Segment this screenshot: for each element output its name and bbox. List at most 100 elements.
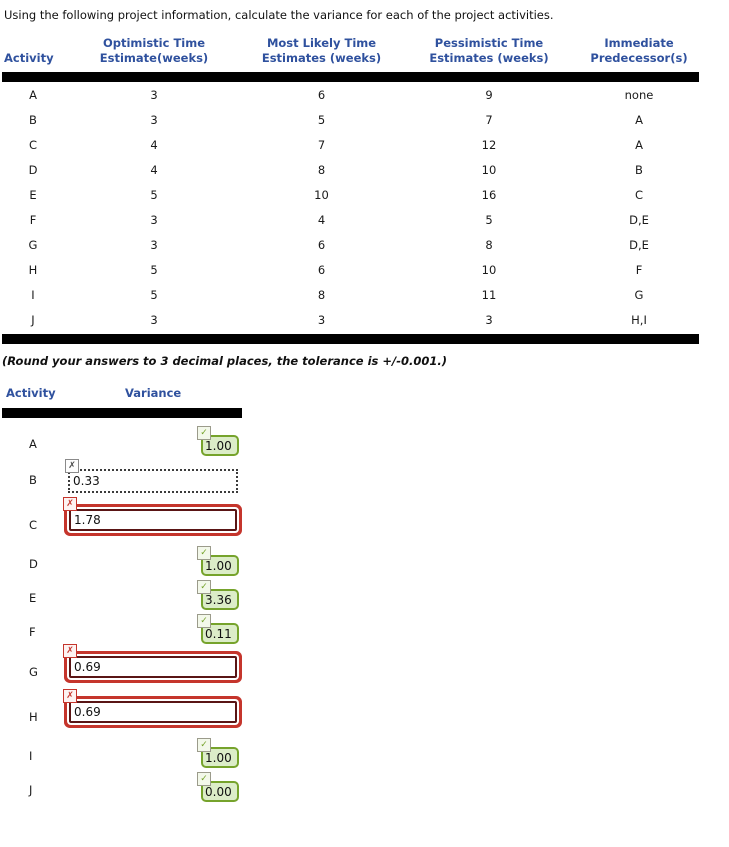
rounding-instruction: (Round your answers to 3 decimal places,… (2, 354, 447, 368)
correct-check-icon: ✓ (197, 772, 211, 786)
answer-header-activity: Activity (6, 386, 56, 400)
cell-predecessor: D,E (629, 212, 649, 227)
variance-input-d[interactable] (201, 555, 239, 576)
activity-label: J (29, 783, 33, 797)
table-row-activity-e: E 5 10 16 C (2, 182, 699, 207)
variance-field-g: ✗ (63, 644, 237, 678)
correct-check-icon: ✓ (197, 580, 211, 594)
variance-field-j: ✓ (197, 772, 239, 802)
cell-most-likely: 10 (314, 187, 329, 202)
cell-optimistic: 4 (150, 137, 158, 152)
activity-label: D (29, 557, 38, 571)
cell-activity: F (29, 212, 37, 227)
variance-input-i[interactable] (201, 747, 239, 768)
info-table-header-row: Activity Optimistic Time Estimate(weeks)… (2, 36, 699, 82)
table-row-activity-g: G 3 6 8 D,E (2, 232, 699, 257)
header-most-likely-time: Most Likely Time Estimates (weeks) (244, 36, 399, 82)
variance-input-j[interactable] (201, 781, 239, 802)
answer-rows: A✓B✗C✗D✓E✓F✓G✗H✗I✓J✓ (2, 423, 729, 803)
cell-predecessor: none (624, 87, 654, 102)
cell-activity: H (28, 262, 38, 277)
cell-optimistic: 3 (150, 212, 158, 227)
header-activity: Activity (2, 36, 64, 82)
variance-input-c[interactable] (69, 509, 237, 531)
cell-optimistic: 5 (150, 187, 158, 202)
variance-input-b[interactable] (68, 469, 238, 493)
table-row-activity-j: J 3 3 3 H,I (2, 307, 699, 332)
variance-input-a[interactable] (201, 435, 239, 456)
answer-row-f: F ✓ (2, 611, 729, 645)
incorrect-x-icon: ✗ (65, 459, 79, 473)
activity-label: F (29, 625, 36, 639)
variance-input-g[interactable] (69, 656, 237, 678)
variance-input-h[interactable] (69, 701, 237, 723)
activity-label: H (29, 710, 38, 724)
answer-row-j: J ✓ (2, 769, 729, 803)
table-row-activity-a: A 3 6 9 none (2, 77, 699, 107)
table-row-activity-b: B 3 5 7 A (2, 107, 699, 132)
variance-field-b: ✗ (65, 459, 238, 493)
variance-field-h: ✗ (63, 689, 237, 723)
activity-label: G (29, 665, 38, 679)
variance-field-d: ✓ (197, 546, 239, 576)
cell-most-likely: 8 (317, 162, 326, 177)
variance-field-c: ✗ (63, 497, 237, 531)
correct-check-icon: ✓ (197, 614, 211, 628)
activity-label: A (29, 437, 37, 451)
answer-row-d: D ✓ (2, 543, 729, 577)
cell-predecessor: A (635, 112, 643, 127)
activity-label: E (29, 591, 37, 605)
cell-activity: I (31, 287, 35, 302)
cell-pessimistic: 3 (485, 312, 493, 327)
incorrect-x-icon: ✗ (63, 497, 77, 511)
cell-optimistic: 3 (150, 312, 158, 327)
answer-row-i: I ✓ (2, 735, 729, 769)
cell-activity: E (29, 187, 37, 202)
answer-row-b: B ✗ (2, 457, 729, 498)
header-optimistic-time: Optimistic Time Estimate(weeks) (64, 36, 244, 82)
table-row-activity-h: H 5 6 10 F (2, 257, 699, 282)
cell-pessimistic: 10 (481, 162, 497, 177)
cell-pessimistic: 8 (485, 237, 493, 252)
answer-row-g: G ✗ (2, 644, 729, 690)
activity-label: B (29, 473, 37, 487)
incorrect-x-icon: ✗ (63, 644, 77, 658)
cell-predecessor: D,E (629, 237, 649, 252)
cell-predecessor: B (635, 162, 643, 177)
cell-activity: J (31, 312, 35, 327)
answer-table-header: Activity Variance (2, 386, 729, 403)
table-row-activity-c: C 4 7 12 A (2, 132, 699, 157)
cell-optimistic: 4 (150, 162, 158, 177)
cell-most-likely: 7 (317, 137, 326, 152)
cell-pessimistic: 12 (481, 137, 497, 152)
table-row-activity-i: I 5 8 11 G (2, 282, 699, 307)
cell-activity: G (28, 237, 38, 252)
cell-pessimistic: 7 (485, 112, 493, 127)
cell-most-likely: 3 (317, 312, 326, 327)
variance-input-e[interactable] (201, 589, 239, 610)
cell-predecessor: C (634, 187, 644, 202)
cell-most-likely: 5 (317, 112, 326, 127)
variance-field-e: ✓ (197, 580, 239, 610)
correct-check-icon: ✓ (197, 546, 211, 560)
question-page: Using the following project information,… (2, 8, 729, 803)
cell-activity: B (29, 112, 37, 127)
cell-predecessor: H,I (631, 312, 647, 327)
answer-header-bar (2, 408, 242, 418)
cell-optimistic: 3 (150, 237, 158, 252)
table-row-activity-d: D 4 8 10 B (2, 157, 699, 182)
activity-label: C (29, 518, 38, 532)
cell-pessimistic: 10 (481, 262, 497, 277)
cell-activity: C (28, 137, 38, 152)
variance-input-f[interactable] (201, 623, 239, 644)
cell-optimistic: 5 (150, 287, 158, 302)
cell-pessimistic: 5 (485, 212, 493, 227)
header-immediate-predecessor: Immediate Predecessor(s) (579, 36, 699, 82)
cell-predecessor: F (635, 262, 643, 277)
cell-predecessor: A (635, 137, 643, 152)
answer-row-h: H ✗ (2, 689, 729, 735)
cell-optimistic: 3 (150, 112, 158, 127)
table-row-activity-f: F 3 4 5 D,E (2, 207, 699, 232)
incorrect-x-icon: ✗ (63, 689, 77, 703)
